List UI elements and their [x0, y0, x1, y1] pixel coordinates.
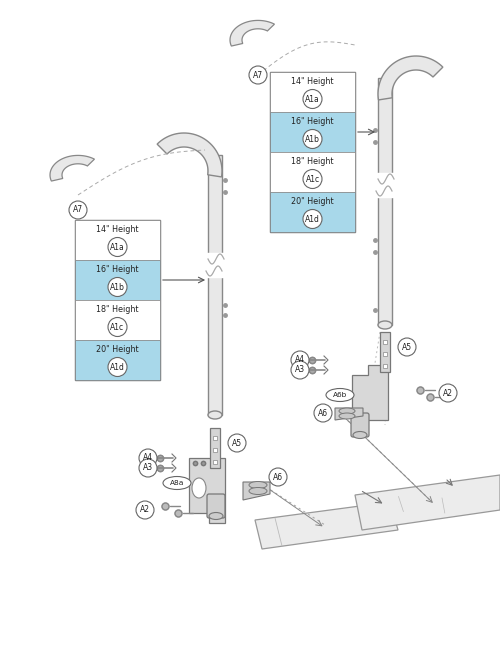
Circle shape — [303, 89, 322, 109]
Polygon shape — [230, 21, 274, 46]
Circle shape — [303, 210, 322, 228]
Circle shape — [269, 468, 287, 486]
Ellipse shape — [339, 413, 355, 419]
Ellipse shape — [326, 388, 354, 402]
Ellipse shape — [249, 481, 267, 488]
FancyBboxPatch shape — [351, 413, 369, 437]
Text: A4: A4 — [143, 454, 153, 463]
Bar — [213, 460, 217, 464]
Circle shape — [398, 338, 416, 356]
Polygon shape — [355, 475, 500, 530]
Bar — [383, 340, 387, 344]
FancyBboxPatch shape — [75, 220, 160, 380]
Text: 18" Height: 18" Height — [291, 157, 334, 166]
Circle shape — [108, 278, 127, 296]
Text: A1a: A1a — [110, 243, 125, 252]
Polygon shape — [255, 502, 398, 549]
Bar — [383, 352, 387, 356]
FancyBboxPatch shape — [207, 494, 225, 518]
Ellipse shape — [339, 408, 355, 414]
Circle shape — [69, 201, 87, 219]
FancyBboxPatch shape — [210, 428, 220, 468]
FancyBboxPatch shape — [270, 192, 355, 232]
Circle shape — [303, 129, 322, 149]
FancyBboxPatch shape — [75, 260, 160, 300]
Polygon shape — [243, 482, 270, 500]
Text: 16" Height: 16" Height — [291, 116, 334, 126]
Circle shape — [291, 351, 309, 369]
Text: A7: A7 — [73, 206, 83, 215]
Text: 16" Height: 16" Height — [96, 265, 139, 274]
Circle shape — [439, 384, 457, 402]
Circle shape — [139, 449, 157, 467]
Text: 18" Height: 18" Height — [96, 305, 139, 314]
Polygon shape — [378, 78, 392, 325]
Bar — [213, 436, 217, 440]
Text: A2: A2 — [443, 388, 453, 397]
Text: A3: A3 — [295, 366, 305, 375]
Circle shape — [303, 170, 322, 188]
Text: A8a: A8a — [170, 480, 184, 486]
FancyBboxPatch shape — [75, 340, 160, 380]
Text: A1b: A1b — [305, 135, 320, 144]
Text: A4: A4 — [295, 355, 305, 364]
Text: A3: A3 — [143, 463, 153, 472]
Circle shape — [249, 66, 267, 84]
Text: 14" Height: 14" Height — [96, 225, 139, 234]
Polygon shape — [378, 56, 443, 100]
Ellipse shape — [378, 321, 392, 329]
Circle shape — [228, 434, 246, 452]
Ellipse shape — [208, 411, 222, 419]
Ellipse shape — [209, 512, 223, 520]
Polygon shape — [189, 458, 225, 523]
Text: A6: A6 — [318, 408, 328, 417]
Circle shape — [139, 459, 157, 477]
Text: A1d: A1d — [110, 362, 125, 371]
Polygon shape — [335, 408, 363, 420]
Text: A1c: A1c — [306, 175, 320, 184]
Text: A1b: A1b — [110, 283, 125, 292]
Circle shape — [108, 237, 127, 256]
Text: A5: A5 — [232, 439, 242, 448]
Polygon shape — [50, 155, 94, 181]
Text: 20" Height: 20" Height — [291, 197, 334, 206]
Circle shape — [314, 404, 332, 422]
FancyBboxPatch shape — [270, 112, 355, 152]
Text: A7: A7 — [253, 71, 263, 80]
Ellipse shape — [353, 432, 367, 439]
Text: 14" Height: 14" Height — [291, 76, 334, 85]
FancyBboxPatch shape — [75, 300, 160, 340]
Text: A2: A2 — [140, 505, 150, 514]
Ellipse shape — [163, 476, 191, 490]
Text: A1a: A1a — [305, 94, 320, 104]
Text: A5: A5 — [402, 342, 412, 351]
Circle shape — [108, 318, 127, 336]
FancyBboxPatch shape — [380, 332, 390, 372]
Polygon shape — [157, 133, 222, 177]
Text: A6: A6 — [273, 472, 283, 481]
Bar — [213, 448, 217, 452]
Ellipse shape — [192, 478, 206, 498]
Text: A1d: A1d — [305, 215, 320, 223]
Text: A1c: A1c — [110, 322, 124, 331]
FancyBboxPatch shape — [75, 220, 160, 260]
Text: A6b: A6b — [333, 392, 347, 398]
Bar — [383, 364, 387, 368]
FancyBboxPatch shape — [270, 152, 355, 192]
Ellipse shape — [249, 487, 267, 494]
Text: 20" Height: 20" Height — [96, 344, 139, 353]
Polygon shape — [352, 365, 388, 420]
Circle shape — [291, 361, 309, 379]
Circle shape — [136, 501, 154, 519]
FancyBboxPatch shape — [270, 72, 355, 232]
Circle shape — [108, 358, 127, 377]
Polygon shape — [208, 155, 222, 415]
FancyBboxPatch shape — [270, 72, 355, 112]
